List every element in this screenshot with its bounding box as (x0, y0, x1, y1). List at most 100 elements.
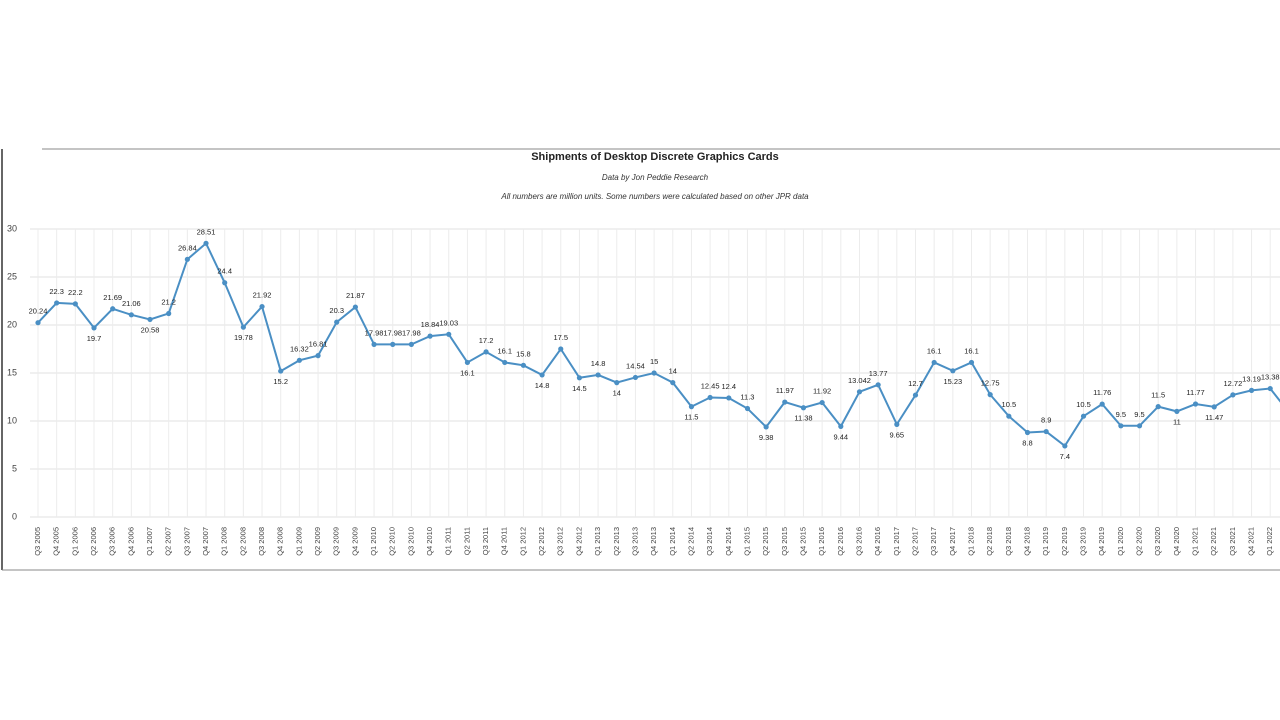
point (184, 256, 190, 262)
x-tick-label: Q1 2007 (145, 527, 154, 556)
x-tick-label: Q4 2015 (798, 527, 807, 556)
x-tick-label: Q4 2017 (948, 527, 957, 556)
value-label: 10.5 (1002, 400, 1017, 409)
x-tick-label: Q3 2009 (332, 527, 341, 556)
value-label: 21.87 (346, 291, 365, 300)
point (707, 394, 713, 401)
x-tick-label: Q2 2014 (686, 527, 695, 556)
x-tick-label: Q2 2011 (462, 527, 471, 555)
value-label: 11.92 (813, 387, 831, 396)
point (1118, 423, 1124, 429)
point (968, 359, 975, 366)
point (464, 359, 471, 366)
point (1043, 428, 1049, 435)
x-tick-label: Q2 2020 (1135, 527, 1144, 556)
x-tick-label: Q3 2018 (1004, 527, 1013, 556)
x-tick-label: Q4 2020 (1172, 527, 1181, 556)
value-label: 10.5 (1076, 400, 1091, 409)
point (875, 382, 881, 388)
y-tick-label: 25 (7, 271, 17, 281)
x-tick-label: Q1 2017 (892, 527, 901, 556)
value-label: 12.7 (908, 379, 923, 388)
value-label: 13.77 (869, 369, 888, 378)
x-tick-label: Q1 2008 (220, 527, 229, 556)
value-label: 11.77 (1186, 388, 1204, 397)
x-tick-label: Q3 2016 (854, 527, 863, 556)
point (576, 375, 583, 381)
x-tick-label: Q2 2016 (836, 527, 845, 556)
value-label: 16.81 (309, 340, 328, 349)
point (54, 300, 60, 306)
point (483, 349, 489, 355)
point (166, 310, 172, 317)
value-label: 16.1 (460, 368, 475, 377)
value-label: 24.4 (217, 267, 232, 276)
point (1080, 413, 1087, 419)
value-label: 21.69 (103, 293, 122, 302)
x-tick-label: Q1 2013 (593, 527, 602, 556)
point (894, 421, 900, 427)
x-tick-label: Q2 2019 (1060, 527, 1069, 556)
point (446, 331, 452, 337)
point (1136, 423, 1143, 429)
value-label: 13.19 (1242, 374, 1261, 383)
point (819, 399, 825, 406)
value-label: 19.7 (87, 334, 102, 343)
value-label: 16.1 (497, 346, 512, 355)
x-tick-label: Q3 2020 (1153, 527, 1162, 556)
value-label: 11.5 (684, 413, 698, 422)
point (763, 424, 769, 430)
value-label: 11.5 (1151, 391, 1165, 400)
x-tick-label: Q3 2015 (780, 527, 789, 556)
value-label: 22.2 (68, 288, 83, 297)
plot: Q3 2005 Q4 2005 Q1 2006 Q2 2006 Q3 2006 Q4 20… (29, 227, 1280, 556)
value-label: 8.8 (1022, 439, 1032, 448)
value-label: 13.38 (1261, 373, 1280, 382)
value-label: 16.1 (927, 346, 942, 355)
point (670, 380, 676, 386)
point (390, 341, 396, 347)
value-label: 20.24 (29, 307, 48, 316)
point (502, 359, 508, 366)
value-label: 15.2 (273, 377, 288, 386)
value-label: 14.8 (535, 381, 550, 390)
point (240, 324, 246, 330)
value-label: 14.5 (572, 384, 587, 393)
point (72, 301, 78, 307)
x-tick-label: Q4 2013 (649, 527, 658, 556)
x-tick-label: Q1 2010 (369, 527, 378, 556)
x-tick-label: Q2 2015 (761, 527, 770, 556)
x-tick-label: Q2 2008 (238, 527, 247, 556)
point (1024, 429, 1031, 436)
x-tick-label: Q2 2010 (388, 527, 397, 556)
value-label: 26.84 (178, 243, 197, 252)
x-tick-label: Q4 2010 (425, 527, 434, 556)
point (950, 368, 956, 374)
x-tick-label: Q1 2012 (518, 527, 527, 556)
y-tick-label: 5 (12, 463, 17, 473)
value-label: 16.1 (964, 346, 979, 355)
x-tick-label: Q2 2012 (537, 527, 546, 556)
point (128, 312, 134, 318)
value-label: 11.97 (776, 386, 794, 395)
x-tick-label: Q2 2013 (612, 527, 621, 556)
x-tick-label: Q3 2007 (182, 527, 191, 556)
point (1192, 401, 1199, 407)
x-tick-label: Q2 2021 (1209, 527, 1218, 556)
x-tick-label: Q3 2021 (1228, 527, 1237, 556)
x-tick-label: Q1 2022 (1265, 527, 1274, 556)
point (352, 304, 358, 310)
x-tick-label: Q3 2012 (556, 527, 565, 556)
point (296, 357, 302, 363)
value-label: 11 (1173, 417, 1181, 426)
value-label: 17.2 (479, 336, 494, 345)
x-tick-label: Q4 2019 (1097, 527, 1106, 556)
point (1174, 408, 1180, 414)
x-tick-label: Q4 2012 (574, 527, 583, 556)
value-label: 11.38 (794, 414, 812, 423)
point (371, 341, 377, 347)
point (651, 370, 657, 376)
value-label: 9.38 (759, 433, 774, 442)
point (744, 405, 751, 412)
